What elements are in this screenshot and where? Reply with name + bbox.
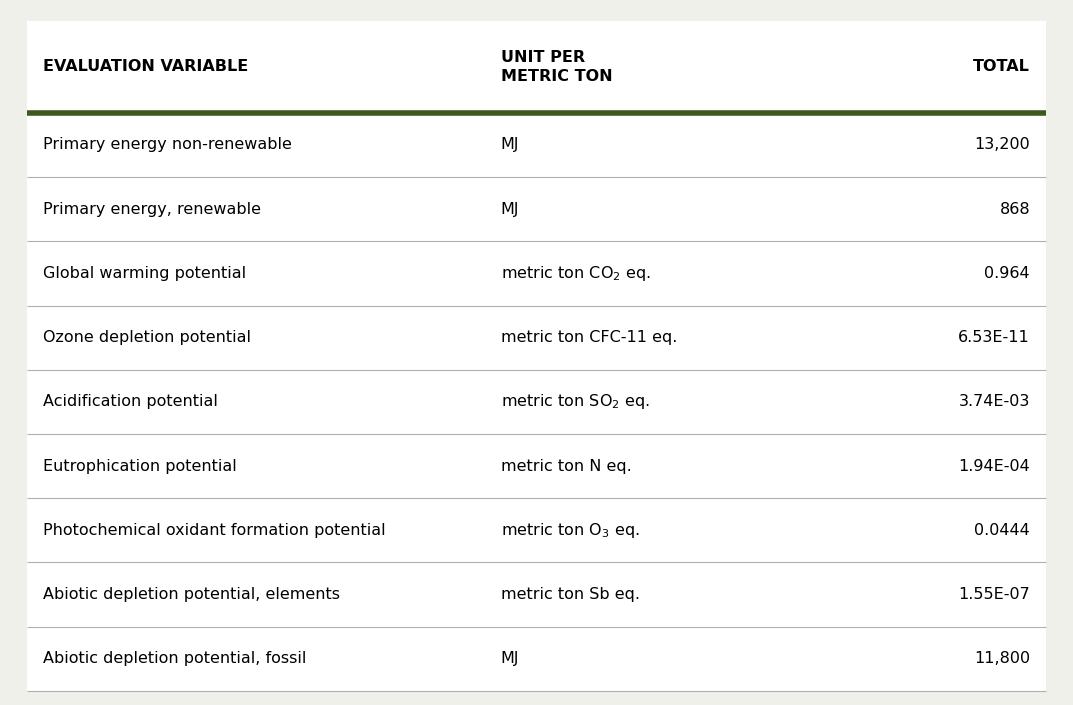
Text: 6.53E-11: 6.53E-11: [958, 330, 1030, 345]
Text: Primary energy non-renewable: Primary energy non-renewable: [43, 137, 292, 152]
Text: Eutrophication potential: Eutrophication potential: [43, 458, 237, 474]
Text: MJ: MJ: [501, 651, 519, 666]
Text: 868: 868: [999, 202, 1030, 216]
Text: Primary energy, renewable: Primary energy, renewable: [43, 202, 261, 216]
Text: metric ton O$_{\mathregular{3}}$ eq.: metric ton O$_{\mathregular{3}}$ eq.: [501, 521, 640, 540]
Text: Abiotic depletion potential, fossil: Abiotic depletion potential, fossil: [43, 651, 306, 666]
Text: Abiotic depletion potential, elements: Abiotic depletion potential, elements: [43, 587, 340, 602]
Text: 1.94E-04: 1.94E-04: [958, 458, 1030, 474]
Text: 0.0444: 0.0444: [974, 523, 1030, 538]
Text: Global warming potential: Global warming potential: [43, 266, 246, 281]
Text: metric ton N eq.: metric ton N eq.: [501, 458, 632, 474]
Text: metric ton SO$_{\mathregular{2}}$ eq.: metric ton SO$_{\mathregular{2}}$ eq.: [501, 393, 649, 411]
Text: MJ: MJ: [501, 137, 519, 152]
Text: TOTAL: TOTAL: [973, 59, 1030, 75]
Text: 11,800: 11,800: [974, 651, 1030, 666]
Text: Acidification potential: Acidification potential: [43, 394, 218, 410]
Text: metric ton CFC-11 eq.: metric ton CFC-11 eq.: [501, 330, 677, 345]
Text: UNIT PER
METRIC TON: UNIT PER METRIC TON: [501, 49, 613, 85]
Text: MJ: MJ: [501, 202, 519, 216]
Text: EVALUATION VARIABLE: EVALUATION VARIABLE: [43, 59, 248, 75]
Text: 1.55E-07: 1.55E-07: [958, 587, 1030, 602]
Text: 13,200: 13,200: [974, 137, 1030, 152]
Text: Ozone depletion potential: Ozone depletion potential: [43, 330, 251, 345]
FancyBboxPatch shape: [27, 21, 1046, 691]
Text: metric ton CO$_{\mathregular{2}}$ eq.: metric ton CO$_{\mathregular{2}}$ eq.: [501, 264, 650, 283]
Text: 3.74E-03: 3.74E-03: [958, 394, 1030, 410]
Text: Photochemical oxidant formation potential: Photochemical oxidant formation potentia…: [43, 523, 385, 538]
Text: metric ton Sb eq.: metric ton Sb eq.: [501, 587, 640, 602]
Text: 0.964: 0.964: [984, 266, 1030, 281]
